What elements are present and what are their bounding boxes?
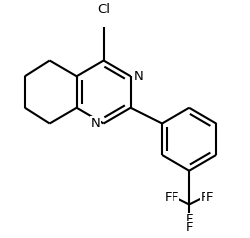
Text: F: F <box>170 191 178 204</box>
Text: F: F <box>185 221 193 234</box>
Text: N: N <box>134 70 143 83</box>
Text: F: F <box>185 213 193 227</box>
Text: N: N <box>91 117 101 130</box>
Text: F: F <box>200 191 208 204</box>
Text: Cl: Cl <box>97 3 110 15</box>
Text: F: F <box>165 191 172 204</box>
Text: F: F <box>206 191 214 204</box>
